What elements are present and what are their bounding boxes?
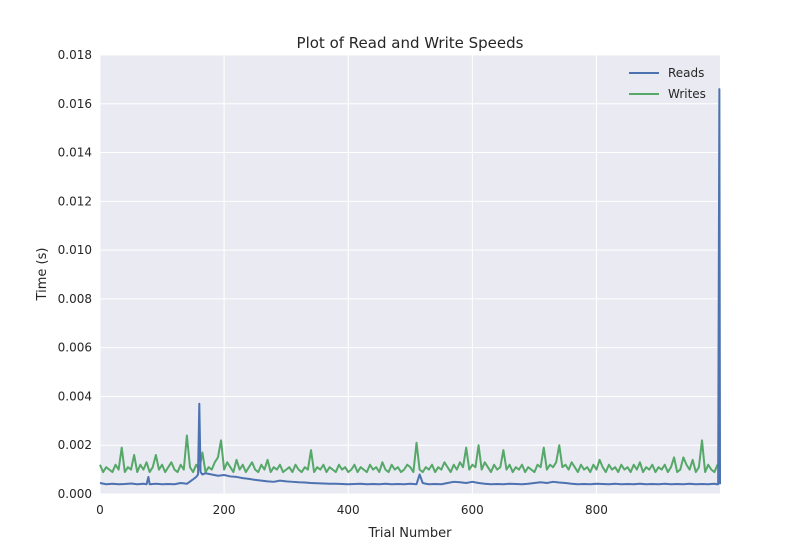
series-line-writes [99, 434, 721, 474]
y-tick-label: 0.016 [58, 97, 92, 111]
grid-lines [99, 54, 720, 495]
y-tick-label: 0.018 [58, 48, 92, 62]
series-line-reads [99, 88, 721, 486]
x-axis-ticks: 0 200 400 600 800 [96, 503, 608, 517]
y-axis-ticks: 0.000 0.002 0.004 0.006 0.008 0.010 0.012 0.014… [58, 48, 92, 501]
y-tick-label: 0.004 [58, 389, 92, 403]
y-tick-label: 0.006 [58, 341, 92, 355]
x-axis-label: Trial Number [368, 526, 453, 541]
legend: Reads Writes [629, 66, 706, 101]
chart-title: Plot of Read and Write Speeds [297, 34, 524, 52]
y-axis-label: Time (s) [35, 248, 50, 302]
y-tick-label: 0.002 [58, 438, 92, 452]
legend-label-writes: Writes [668, 87, 706, 101]
x-tick-label: 600 [461, 503, 484, 517]
y-tick-label: 0.014 [58, 146, 92, 160]
x-tick-label: 200 [213, 503, 236, 517]
x-tick-label: 0 [96, 503, 104, 517]
y-tick-label: 0.008 [58, 292, 92, 306]
series-layer [99, 88, 721, 486]
legend-label-reads: Reads [668, 66, 704, 80]
x-tick-label: 800 [585, 503, 608, 517]
y-tick-label: 0.012 [58, 194, 92, 208]
y-tick-label: 0.000 [58, 487, 92, 501]
plot-area [100, 55, 720, 494]
x-tick-label: 400 [337, 503, 360, 517]
y-tick-label: 0.010 [58, 243, 92, 257]
